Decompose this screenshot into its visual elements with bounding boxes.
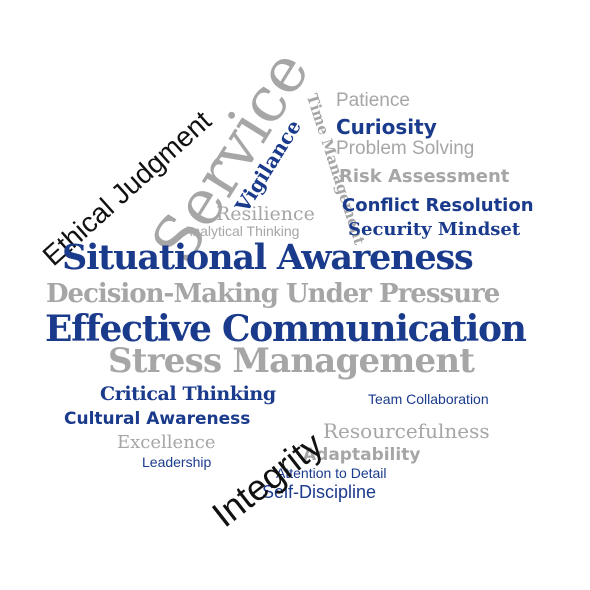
word-security-mindset: Security Mindset: [348, 219, 521, 240]
word-self-discipline: Self-Discipline: [262, 482, 377, 502]
word-problem-solving: Problem Solving: [336, 138, 475, 159]
word-adaptability: Adaptability: [303, 445, 421, 465]
word-attention-to-detail: Attention to Detail: [276, 465, 387, 481]
word-effective-communication: Effective Communication: [45, 308, 527, 350]
word-critical-thinking: Critical Thinking: [100, 383, 276, 405]
word-resilience: Resilience: [216, 203, 315, 225]
word-decision-making: Decision-Making Under Pressure: [46, 279, 500, 309]
word-cultural-awareness: Cultural Awareness: [64, 409, 251, 429]
word-team-collaboration: Team Collaboration: [368, 391, 489, 407]
word-curiosity: Curiosity: [336, 115, 437, 139]
word-patience: Patience: [336, 90, 410, 111]
word-resourcefulness: Resourcefulness: [323, 419, 490, 443]
word-leadership: Leadership: [142, 454, 212, 470]
word-analytical-thinking: Analytical Thinking: [183, 223, 300, 239]
word-situational-awareness: Situational Awareness: [62, 237, 474, 278]
word-conflict-resolution: Conflict Resolution: [342, 195, 534, 216]
word-risk-assessment: Risk Assessment: [339, 166, 510, 187]
word-excellence: Excellence: [117, 432, 216, 453]
word-stress-management: Stress Management: [108, 341, 475, 381]
